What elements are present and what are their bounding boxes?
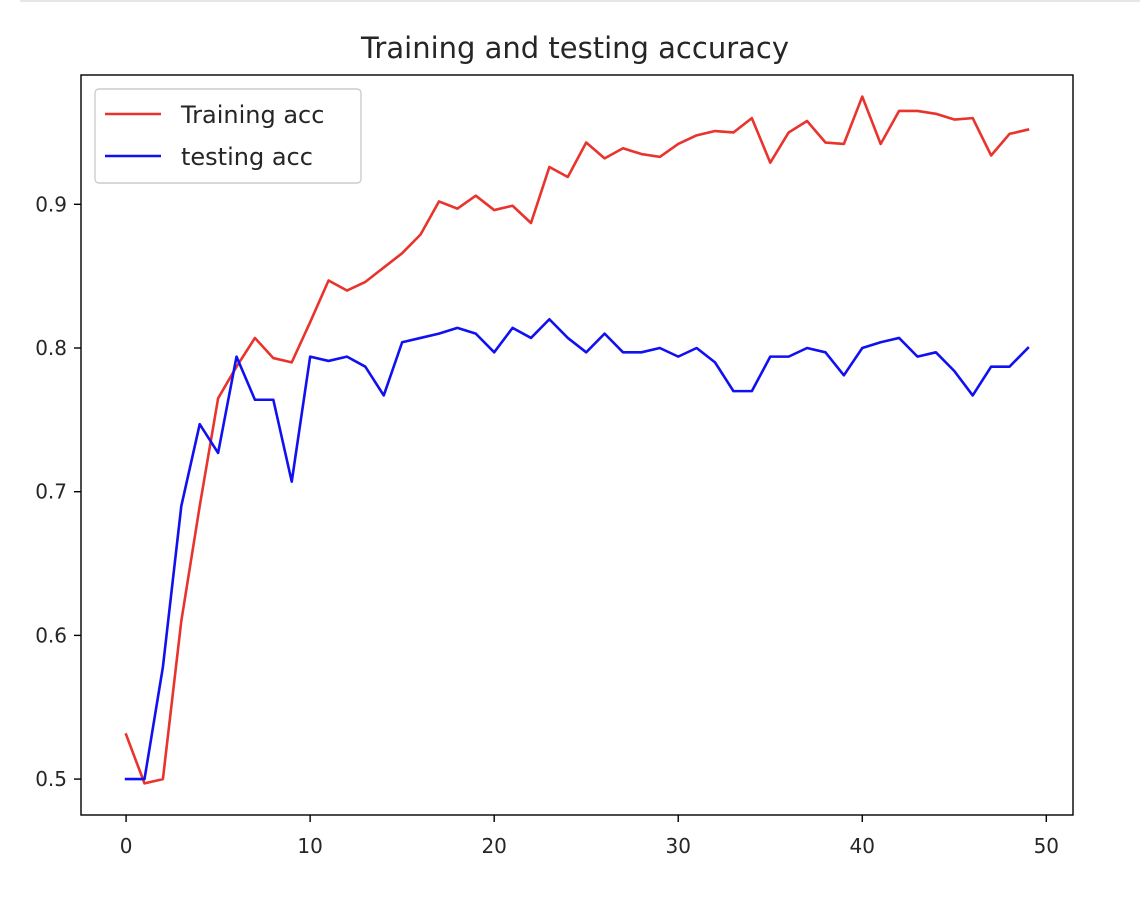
legend-label-0: Training acc xyxy=(180,101,324,129)
legend-box xyxy=(94,88,362,184)
series-line-0 xyxy=(124,95,1030,785)
plot-area: 0 10 20 30 40 50 0.5 0.6 0.7 0.8 0.9 Training acc te… xyxy=(35,74,1074,858)
series-line-1 xyxy=(124,317,1030,781)
x-tick-label: 30 xyxy=(665,834,690,858)
x-tick-label: 50 xyxy=(1034,834,1059,858)
legend-label-1: testing acc xyxy=(181,143,313,171)
top-divider xyxy=(20,0,1140,2)
y-tick-label: 0.7 xyxy=(35,480,67,504)
y-tick-label: 0.5 xyxy=(35,767,67,791)
y-tick-label: 0.6 xyxy=(35,623,67,647)
y-tick-label: 0.9 xyxy=(35,192,67,216)
y-tick-label: 0.8 xyxy=(35,336,67,360)
x-tick-label: 0 xyxy=(120,834,133,858)
chart-title: Training and testing accuracy xyxy=(360,31,789,65)
x-tick-label: 10 xyxy=(297,834,322,858)
x-tick-label: 40 xyxy=(850,834,875,858)
axes-frame xyxy=(80,74,1074,816)
x-tick-label: 20 xyxy=(481,834,506,858)
